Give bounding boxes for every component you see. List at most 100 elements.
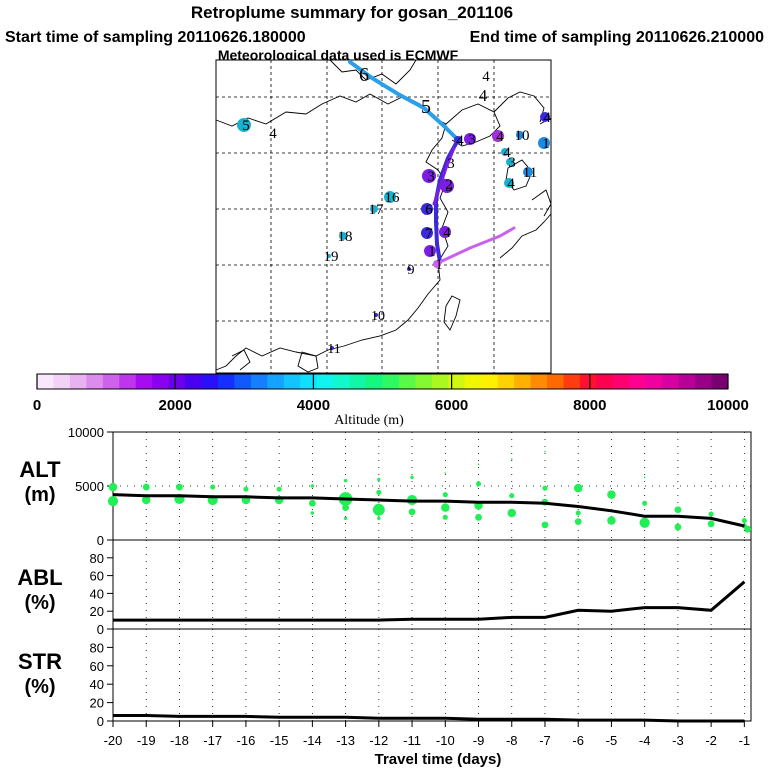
trajectory-map: 6545443343367161718199101111410141143424 [215,59,552,374]
colorbar-cell [563,374,581,389]
map-marker-dot [501,148,509,156]
colorbar-cell [497,374,515,389]
alt-particle-dot [442,514,448,520]
colorbar-cell [69,374,87,389]
str-ytick-label: 60 [90,659,104,674]
str-ytick-label: 40 [90,677,104,692]
colorbar-cells [37,374,729,389]
colorbar-tick-label: 0 [33,397,41,414]
alt-particle-dot [276,486,282,492]
map-marker-label: 4 [443,225,451,241]
map-marker-dot [327,254,331,258]
map-marker-label: 4 [482,69,490,85]
map-marker-label: 4 [507,176,515,192]
colorbar-cell [316,374,334,389]
alt-particle-dot [372,503,385,516]
x-tick-label: -1 [739,733,751,748]
colorbar-cell [267,374,285,389]
colorbar-tick-label: 8000 [573,397,606,414]
colorbar-cell [333,374,351,389]
trajectory-violet [438,226,516,264]
map-marker-label: 11 [327,342,340,357]
abl-panel-unit: (%) [24,592,55,614]
alt-gridlines [112,431,751,541]
x-tick-label: -13 [336,733,355,748]
alt-particle-dot [607,516,616,525]
start-time-label: Start time of sampling 20110626.180000 [5,29,306,46]
map-marker-label: 4 [479,86,488,105]
alt-particle-dot [575,510,581,516]
map-marker-label: 4 [496,129,504,145]
map-marker-label: 6 [425,202,433,218]
alt-particle-dot [410,475,414,480]
map-marker-label: 5 [242,118,250,134]
colorbar-label: Altitude (m) [334,413,404,428]
x-tick-label: -14 [303,733,322,748]
map-marker-label: 3 [468,132,476,148]
alt-particle-dot [107,496,119,507]
alt-particle-dot [477,463,480,466]
alt-mean-line [112,493,745,528]
end-time-label: End time of sampling 20110626.210000 [470,29,764,46]
colorbar-cell [596,374,614,389]
alt-particle-dot [441,503,450,512]
trajectory-blue [348,60,460,142]
alt-particle-dot [142,483,150,491]
alt-particle-dot [377,477,381,482]
alt-particle-dot [210,484,216,490]
x-tick-label: -7 [539,733,551,748]
str-ytick-label: 0 [97,714,104,729]
abl-panel-label: ABL [17,565,62,590]
map-marker-dot [516,131,524,139]
alt-particle-dot [377,516,381,521]
map-marker-dot [339,232,347,240]
alt-particle-dot [674,506,682,514]
alt-particle-dot [574,518,582,526]
str-y-ticks: 0 20 40 60 80 [90,640,113,729]
abl-line [113,580,746,622]
colorbar-cell [283,374,301,389]
alt-particle-dot [342,504,350,511]
alt-particle-dot [707,520,715,528]
str-panel: STR (%) 0 20 40 60 80 [18,628,752,729]
colorbar-cell [86,374,104,389]
alt-particle-dot [509,493,515,499]
colorbar-tick-label: 10000 [707,397,749,414]
figure-title: Retroplume summary for gosan_201106 [191,3,513,22]
map-marker-label: 17 [369,202,385,218]
x-tick-label: -12 [369,733,388,748]
str-ytick-label: 20 [90,696,104,711]
abl-ytick-label: 20 [90,604,104,619]
colorbar-cell [711,374,729,389]
colorbar-cell [612,374,630,389]
colorbar-cell [168,374,186,389]
map-marker-label: 3 [508,155,516,171]
map-marker-dot [421,203,433,215]
colorbar-cell [464,374,482,389]
alt-particle-dot [642,500,648,506]
map-marker-dot [439,226,451,238]
map-marker-dot [424,245,436,257]
map-marker-dot [506,158,514,166]
abl-ytick-label: 0 [97,622,104,637]
map-marker-label: 16 [385,190,401,206]
alt-particle-dot [108,482,118,492]
map-frame [215,59,552,374]
map-marker-dot [384,191,396,203]
abl-plot-frame [112,539,752,630]
x-tick-label: -16 [237,733,256,748]
colorbar-cell [185,374,203,389]
alt-particle-dots [107,450,752,533]
str-panel-unit: (%) [24,676,55,698]
alt-y-ticks: 0 5000 10000 [68,425,113,548]
alt-particle-dot [708,511,714,517]
str-plot-frame [112,628,752,722]
abl-y-ticks: 0 20 40 60 80 [90,551,113,637]
str-gridlines [112,629,745,721]
colorbar-cell [514,374,532,389]
alt-particle-dot [544,450,546,453]
alt-particle-dot [573,483,583,493]
x-tick-label: -11 [403,733,421,748]
map-marker-dot [442,179,452,189]
